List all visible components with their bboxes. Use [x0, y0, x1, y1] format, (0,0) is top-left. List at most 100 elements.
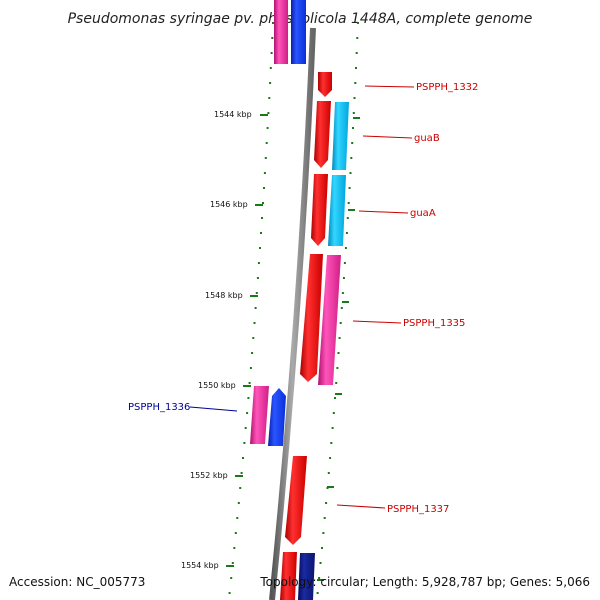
guide-dot [255, 292, 258, 294]
guide-dot [240, 472, 243, 474]
guide-dot [355, 52, 358, 54]
guide-dot [228, 592, 231, 594]
guide-dot [259, 247, 261, 249]
genome-info-text: Topology: circular; Length: 5,928,787 bp… [259, 575, 590, 589]
gene-labels: PSPPH_1332 guaB guaA PSPPH_1335 PSPPH_13… [128, 82, 478, 515]
gene-arrow-PSPPH_1332[interactable] [318, 72, 332, 97]
guide-dot [335, 382, 338, 384]
guide-dot [355, 67, 357, 69]
guide-dot [231, 562, 234, 564]
guide-dot [343, 262, 346, 264]
genome-backbone [269, 27, 316, 600]
gene-arrow-cyan-1[interactable] [332, 102, 349, 170]
guide-dot [348, 187, 351, 189]
guide-dot [260, 232, 262, 234]
gene-label-PSPPH_1337[interactable]: PSPPH_1337 [387, 504, 449, 515]
guide-dot [332, 412, 335, 414]
guide-dot [261, 217, 263, 219]
guide-dot [341, 292, 344, 294]
guide-dot [350, 157, 353, 159]
guide-dot [323, 517, 326, 519]
guide-dot [234, 532, 237, 534]
gene-label-guaA[interactable]: guaA [410, 208, 436, 219]
guide-dot [345, 232, 348, 234]
guide-dot [266, 127, 269, 129]
guide-dot [327, 472, 330, 474]
guide-dot [269, 67, 272, 69]
guide-dot [263, 172, 266, 174]
tick-label: 1544 kbp [214, 110, 252, 119]
guide-dot [267, 112, 270, 114]
guide-dot [357, 22, 359, 24]
guide-dot [337, 352, 340, 354]
guide-dot [251, 352, 254, 354]
guide-dot [344, 247, 347, 249]
guide-dot [243, 442, 246, 444]
guide-dot [257, 262, 260, 264]
guide-dot [349, 172, 352, 174]
gene-arrow-pink-1335[interactable] [318, 255, 341, 385]
guide-dot [319, 562, 322, 564]
leader-line [358, 210, 409, 214]
guide-dot [329, 457, 332, 459]
guide-dot [264, 157, 267, 159]
guide-dot [346, 217, 349, 219]
gene-arrow-pink-1336[interactable] [250, 386, 269, 444]
guide-dot [354, 82, 357, 84]
guide-dot [340, 307, 343, 309]
guide-dot [353, 97, 356, 99]
gene-arrow-PSPPH_1337[interactable] [285, 456, 307, 545]
gene-arrow[interactable] [298, 553, 315, 600]
gene-label-PSPPH_1332[interactable]: PSPPH_1332 [416, 82, 478, 93]
guide-dot [230, 577, 233, 579]
gene-arrow-guaB[interactable] [314, 101, 331, 168]
accession-text: Accession: NC_005773 [9, 575, 145, 589]
guide-dot [356, 37, 359, 39]
tick-label: 1546 kbp [210, 200, 248, 209]
guide-dot [352, 127, 354, 129]
guide-dot [269, 82, 272, 84]
guide-dot [249, 367, 252, 369]
coordinate-guide-dots [228, 22, 359, 594]
guide-dot [246, 412, 249, 414]
guide-dot [248, 382, 251, 384]
gene-top-pair[interactable] [274, 0, 306, 64]
gene-arrow-PSPPH_1336[interactable] [268, 388, 286, 446]
guide-dot [272, 22, 274, 24]
guide-dot [321, 547, 323, 549]
guide-dot [254, 307, 257, 309]
guide-dot [265, 142, 268, 144]
leader-line [336, 504, 386, 509]
guide-dot [352, 112, 355, 114]
guide-dot [233, 547, 236, 549]
gene-label-guaB[interactable]: guaB [414, 133, 440, 144]
tick-labels: 1544 kbp 1546 kbp 1548 kbp 1550 kbp 1552… [181, 110, 268, 570]
gene-arrow[interactable] [274, 0, 288, 64]
gene-arrow-cyan-2[interactable] [328, 175, 346, 246]
guide-dot [336, 367, 339, 369]
guide-dot [325, 502, 328, 504]
guide-dot [236, 517, 239, 519]
guide-dot [331, 427, 334, 429]
leader-line [189, 406, 238, 412]
guide-dot [252, 337, 255, 339]
guide-dot [318, 577, 321, 579]
gene-arrow[interactable] [291, 0, 306, 64]
gene-label-PSPPH_1336[interactable]: PSPPH_1336 [128, 402, 190, 413]
gene-arrow-guaA[interactable] [311, 174, 328, 246]
gene-label-PSPPH_1335[interactable]: PSPPH_1335 [403, 318, 465, 329]
gene-arrow[interactable] [280, 552, 297, 600]
guide-dot [262, 202, 264, 204]
guide-dot [342, 277, 345, 279]
guide-dot [347, 202, 350, 204]
leader-line [362, 135, 413, 139]
gene-arrow-PSPPH_1335[interactable] [300, 254, 323, 382]
right-tick-marks [317, 117, 360, 581]
guide-dot [338, 337, 341, 339]
guide-dot [271, 37, 274, 39]
guide-dot [253, 322, 256, 324]
guide-dot [244, 427, 247, 429]
guide-dot [334, 397, 336, 399]
guide-dot [268, 97, 271, 99]
guide-dot [322, 532, 325, 534]
